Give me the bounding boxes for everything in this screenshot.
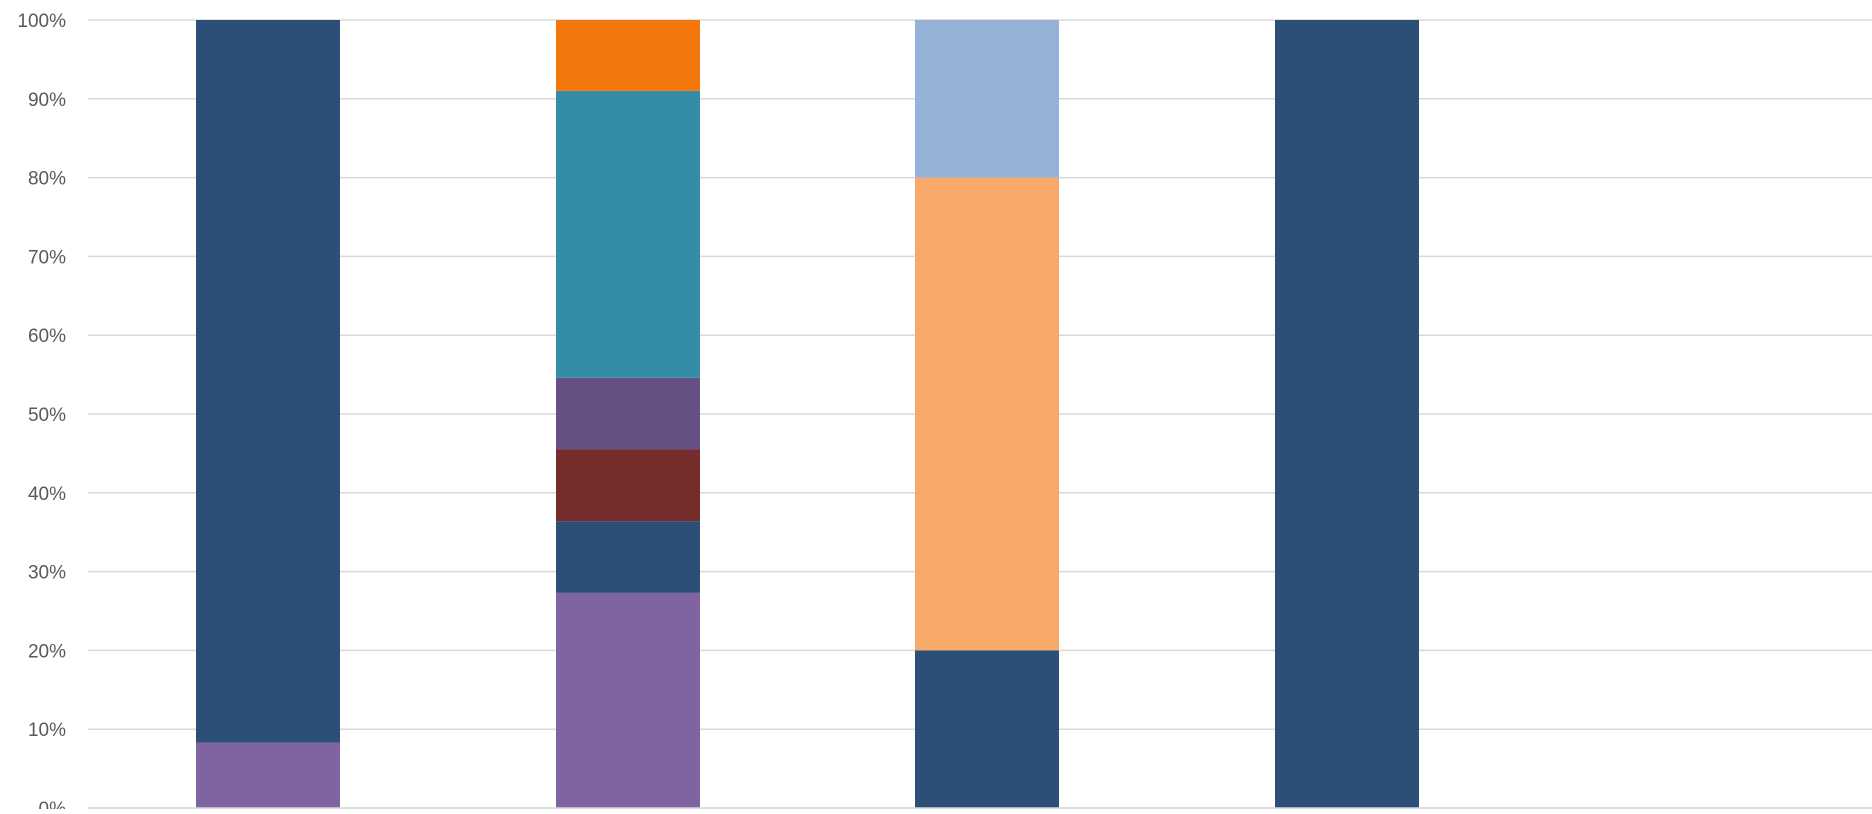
y-tick-label: 40% (28, 484, 66, 505)
bar-segment (196, 20, 340, 743)
bar-stack (915, 20, 1059, 808)
bar-segment (196, 742, 340, 808)
y-tick-label: 20% (28, 641, 66, 662)
bar-segment (556, 592, 700, 808)
bar-segment (556, 377, 700, 450)
y-tick-label: 10% (28, 720, 66, 741)
bars (196, 20, 1419, 808)
y-tick-label: 30% (28, 563, 66, 584)
bar-stack (1275, 20, 1419, 808)
y-tick-label: 90% (28, 90, 66, 111)
y-tick-label: 50% (28, 405, 66, 426)
y-axis-tick-labels: 0% 10% 20% 30% 40% 50% 60% 70% 80% 90% 100% (17, 11, 67, 814)
bar-stack (556, 20, 700, 808)
y-tick-label: 0% (39, 799, 67, 809)
y-tick-label: 80% (28, 169, 66, 190)
bar-stack (196, 20, 340, 808)
bar-segment (915, 650, 1059, 808)
y-tick-label: 70% (28, 247, 66, 268)
bar-segment (1275, 20, 1419, 808)
bar-segment (915, 20, 1059, 178)
bar-segment (556, 90, 700, 378)
y-tick-label: 100% (17, 11, 66, 32)
bar-segment (556, 20, 700, 91)
bar-segment (556, 521, 700, 593)
y-tick-label: 60% (28, 326, 66, 347)
bar-segment (556, 449, 700, 522)
bar-segment (915, 177, 1059, 651)
